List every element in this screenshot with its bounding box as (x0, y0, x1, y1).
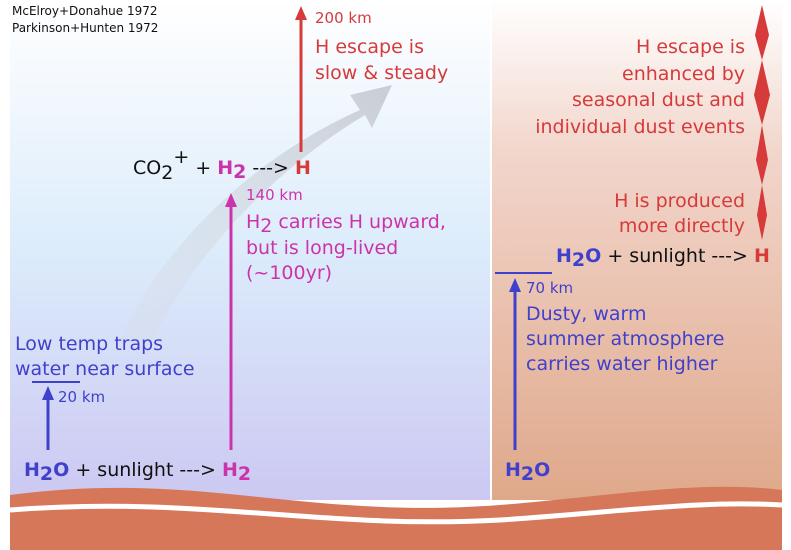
reaction: CO2+ + H2 ---> H (133, 146, 311, 184)
altitude: 200 km (315, 9, 372, 27)
label: individual dust events (535, 116, 745, 138)
label: H escape is (636, 36, 745, 58)
label: Low temp traps (15, 333, 163, 355)
arrow-head (42, 386, 54, 400)
label: water near surface (15, 358, 195, 380)
label: H is produced (614, 190, 745, 212)
label: seasonal dust and (572, 89, 745, 111)
arrow-head (509, 278, 521, 292)
label: slow & steady (315, 62, 448, 84)
label: H2 carries H upward, (246, 211, 446, 237)
ground-wave (9, 501, 783, 525)
reaction: H2O + sunlight ---> H (556, 245, 770, 271)
label: enhanced by (622, 63, 745, 85)
altitude: 70 km (526, 279, 573, 297)
label: summer atmosphere (526, 328, 725, 350)
label: more directly (619, 215, 745, 237)
label: (~100yr) (246, 262, 332, 284)
arrow-head (225, 193, 237, 207)
reaction: H2O + sunlight ---> H2 (24, 459, 251, 485)
altitude: 20 km (58, 388, 105, 406)
molecule: H2O (505, 459, 550, 485)
ground (10, 486, 782, 550)
escape-marker (754, 5, 770, 240)
left-panel (10, 0, 490, 500)
altitude: 140 km (246, 186, 303, 204)
label: H escape is (315, 36, 424, 58)
arrow-head (295, 6, 307, 20)
label: Dusty, warm (526, 303, 647, 325)
right-panel (492, 0, 782, 500)
transport-arrow (120, 85, 392, 345)
label: carries water higher (526, 353, 718, 375)
reference: McElroy+Donahue 1972 (12, 4, 158, 18)
label: but is long-lived (246, 237, 398, 259)
reference: Parkinson+Hunten 1972 (12, 21, 158, 35)
